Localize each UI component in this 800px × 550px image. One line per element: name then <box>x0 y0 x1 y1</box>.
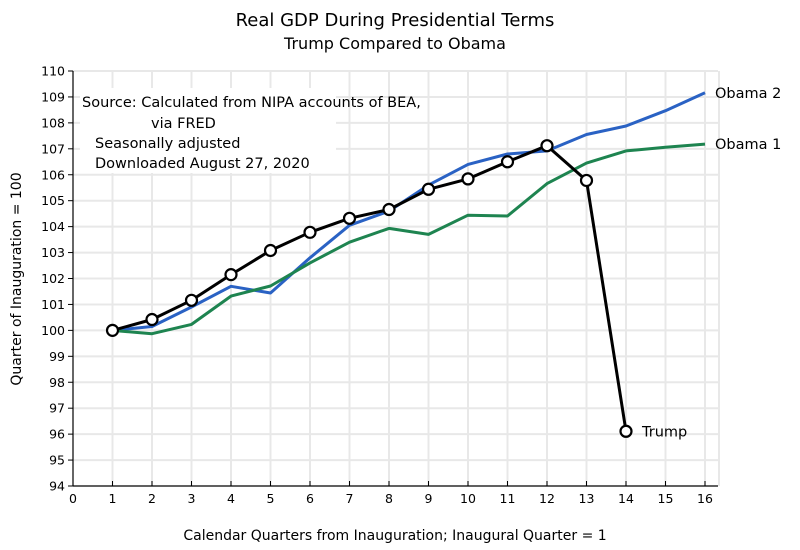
data-point-trump <box>224 268 238 282</box>
series-labels: Obama 2 Obama 1 Trump <box>641 86 781 440</box>
axes: 9495969798991001011021031041051061071081… <box>41 64 718 506</box>
series-line-obama-1 <box>112 142 706 336</box>
x-tick-label: 13 <box>579 491 595 506</box>
data-point-trump <box>500 155 515 169</box>
annotation-background <box>80 88 336 173</box>
data-point-trump <box>540 139 554 153</box>
y-tick-label: 100 <box>41 323 65 338</box>
data-point-trump <box>342 211 357 225</box>
series-label-obama-1: Obama 1 <box>715 137 781 153</box>
data-point-trump <box>619 424 633 438</box>
data-point-trump <box>105 323 120 337</box>
y-tick-label: 103 <box>41 245 65 260</box>
y-tick-label: 97 <box>49 401 65 416</box>
data-point-trump <box>382 202 396 217</box>
x-tick-label: 7 <box>346 491 354 506</box>
x-tick-label: 2 <box>148 491 156 506</box>
series-label-obama-2: Obama 2 <box>715 86 781 102</box>
y-axis-label: Quarter of Inauguration = 100 <box>9 172 25 385</box>
data-point-trump <box>421 182 436 196</box>
data-point-trump <box>263 243 278 258</box>
annotation-source-line: Source: Calculated from NIPA accounts of… <box>82 95 421 111</box>
y-tick-label: 110 <box>41 64 65 79</box>
series-label-trump: Trump <box>641 424 687 440</box>
x-tick-label: 11 <box>500 491 516 506</box>
y-tick-label: 106 <box>41 167 65 182</box>
x-tick-label: 14 <box>618 491 634 506</box>
x-tick-label: 9 <box>425 491 433 506</box>
y-tick-label: 104 <box>41 219 65 234</box>
data-point-trump <box>461 172 475 186</box>
y-tick-label: 105 <box>41 193 65 208</box>
y-tick-label: 107 <box>41 141 65 156</box>
chart-title: Real GDP During Presidential Terms <box>236 10 555 31</box>
x-tick-label: 1 <box>109 491 117 506</box>
annotation-download-line: Downloaded August 27, 2020 <box>95 156 310 172</box>
y-tick-label: 96 <box>49 427 65 442</box>
y-tick-label: 99 <box>49 349 65 364</box>
x-tick-label: 0 <box>69 491 77 506</box>
y-tick-label: 94 <box>49 479 65 494</box>
data-point-trump <box>184 293 199 307</box>
y-tick-label: 108 <box>41 115 65 130</box>
x-tick-label: 8 <box>385 491 393 506</box>
data-point-trump <box>303 225 317 239</box>
y-tick-label: 102 <box>41 271 65 286</box>
x-tick-label: 6 <box>306 491 314 506</box>
y-tick-label: 109 <box>41 89 65 104</box>
x-tick-label: 3 <box>188 491 196 506</box>
source-annotation: Source: Calculated from NIPA accounts of… <box>80 88 421 173</box>
series-group <box>105 91 706 438</box>
x-tick-label: 5 <box>267 491 275 506</box>
x-axis-label: Calendar Quarters from Inauguration; Ina… <box>183 528 606 544</box>
data-point-trump <box>145 312 159 327</box>
x-tick-label: 12 <box>539 491 555 506</box>
y-tick-label: 95 <box>49 453 65 468</box>
annotation-via-line: via FRED <box>151 116 216 132</box>
x-tick-label: 4 <box>227 491 235 506</box>
data-point-trump <box>579 173 594 188</box>
series-line-trump <box>112 144 628 432</box>
x-tick-label: 15 <box>658 491 674 506</box>
x-tick-label: 16 <box>697 491 713 506</box>
x-tick-label: 10 <box>460 491 476 506</box>
y-tick-label: 98 <box>49 375 65 390</box>
chart-subtitle: Trump Compared to Obama <box>283 34 506 53</box>
y-tick-label: 101 <box>41 297 65 312</box>
annotation-seasonal-line: Seasonally adjusted <box>95 136 240 152</box>
